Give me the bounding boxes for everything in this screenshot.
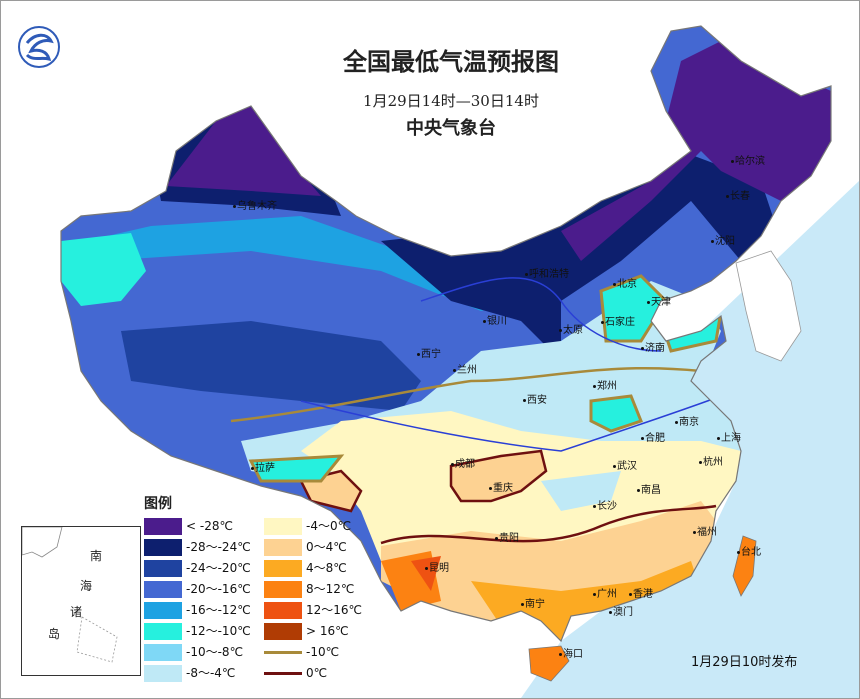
- legend-swatch: [264, 622, 302, 640]
- legend-label: 0℃: [306, 666, 328, 680]
- legend-label: 4～8℃: [306, 561, 347, 575]
- legend-item: 12～16℃: [264, 601, 362, 619]
- city-label: 广州: [593, 589, 617, 601]
- city-label: 济南: [641, 343, 665, 355]
- city-label: 香港: [629, 589, 653, 601]
- inset-label: 海: [80, 579, 93, 593]
- city-label: 贵阳: [495, 533, 519, 545]
- south-china-sea-inset: 南 海 诸 岛: [21, 526, 141, 676]
- legend-swatch: [144, 538, 182, 556]
- legend-swatch: [144, 643, 182, 661]
- legend-line-item: 0℃: [264, 664, 327, 682]
- city-label: 杭州: [699, 457, 723, 469]
- legend-item: -24～-20℃: [144, 559, 251, 577]
- city-label: 南宁: [521, 599, 545, 611]
- legend-line-swatch: [264, 650, 302, 654]
- legend-item: -10～-8℃: [144, 643, 243, 661]
- city-label: 福州: [693, 527, 717, 539]
- legend-label: 8～12℃: [306, 582, 355, 596]
- city-label: 乌鲁木齐: [233, 201, 277, 213]
- city-label: 长春: [726, 191, 750, 203]
- legend-item: -16～-12℃: [144, 601, 251, 619]
- city-label: 长沙: [593, 501, 617, 513]
- legend-label: -24～-20℃: [186, 561, 251, 575]
- city-label: 银川: [483, 316, 507, 328]
- legend-swatch: [264, 580, 302, 598]
- legend-line-swatch: [264, 671, 302, 675]
- legend-swatch: [144, 559, 182, 577]
- legend-label: -12～-10℃: [186, 624, 251, 638]
- legend-item: > 16℃: [264, 622, 349, 640]
- legend-item: 8～12℃: [264, 580, 354, 598]
- china-border: [60, 25, 832, 643]
- legend-label: > 16℃: [306, 624, 349, 638]
- inset-label: 诸: [70, 605, 83, 619]
- legend-swatch: [144, 664, 182, 682]
- city-label: 南昌: [637, 485, 661, 497]
- legend-swatch: [264, 601, 302, 619]
- city-label: 北京: [613, 279, 637, 291]
- legend-item: < -28℃: [144, 517, 233, 535]
- legend-swatch: [144, 580, 182, 598]
- city-label: 合肥: [641, 433, 665, 445]
- legend-item: 4～8℃: [264, 559, 347, 577]
- city-label: 重庆: [489, 483, 513, 495]
- inset-label: 南: [90, 549, 103, 563]
- agency-name: 中央气象台: [406, 118, 496, 139]
- legend-label: -4～0℃: [306, 519, 352, 533]
- inset-label: 岛: [48, 627, 61, 641]
- legend-item: 0～4℃: [264, 538, 347, 556]
- legend-label: -28～-24℃: [186, 540, 251, 554]
- legend-label: -10℃: [306, 645, 340, 659]
- legend-item: -28～-24℃: [144, 538, 251, 556]
- legend-line-item: -10℃: [264, 643, 339, 661]
- legend-label: < -28℃: [186, 519, 233, 533]
- legend-swatch: [264, 559, 302, 577]
- forecast-period: 1月29日14时—30日14时: [363, 92, 539, 110]
- korea: [735, 250, 802, 362]
- legend-label: -20～-16℃: [186, 582, 251, 596]
- city-label: 太原: [559, 325, 583, 337]
- city-label: 石家庄: [601, 317, 635, 329]
- legend-swatch: [144, 622, 182, 640]
- legend-swatch: [264, 538, 302, 556]
- city-label: 澳门: [609, 607, 633, 619]
- city-label: 郑州: [593, 381, 617, 393]
- legend: 图例 < -28℃ -28～-24℃ -24～-20℃ -20～-16℃ -16～-12…: [144, 495, 384, 695]
- city-label: 武汉: [613, 461, 637, 473]
- city-label: 海口: [559, 649, 583, 661]
- city-label: 呼和浩特: [525, 269, 569, 281]
- legend-label: -10～-8℃: [186, 645, 244, 659]
- city-label: 兰州: [453, 365, 477, 377]
- city-label: 天津: [647, 297, 671, 309]
- city-label: 昆明: [425, 563, 449, 575]
- legend-label: 0～4℃: [306, 540, 347, 554]
- city-label: 南京: [675, 417, 699, 429]
- legend-swatch: [264, 517, 302, 535]
- legend-label: -16～-12℃: [186, 603, 251, 617]
- issued-time: 1月29日10时发布: [691, 655, 798, 670]
- cma-logo-icon: [18, 26, 60, 68]
- map-title: 全国最低气温预报图: [343, 47, 559, 76]
- city-label: 成都: [451, 459, 475, 471]
- legend-swatch: [144, 517, 182, 535]
- city-label: 台北: [737, 547, 761, 559]
- legend-label: -8～-4℃: [186, 666, 236, 680]
- city-label: 拉萨: [251, 463, 275, 475]
- legend-label: 12～16℃: [306, 603, 363, 617]
- city-label: 上海: [717, 433, 741, 445]
- city-label: 西宁: [417, 349, 441, 361]
- city-label: 哈尔滨: [731, 156, 765, 168]
- legend-title: 图例: [144, 496, 172, 512]
- legend-item: -20～-16℃: [144, 580, 251, 598]
- city-label: 西安: [523, 395, 547, 407]
- city-label: 沈阳: [711, 236, 735, 248]
- legend-item: -4～0℃: [264, 517, 351, 535]
- legend-item: -12～-10℃: [144, 622, 251, 640]
- legend-swatch: [144, 601, 182, 619]
- legend-item: -8～-4℃: [144, 664, 235, 682]
